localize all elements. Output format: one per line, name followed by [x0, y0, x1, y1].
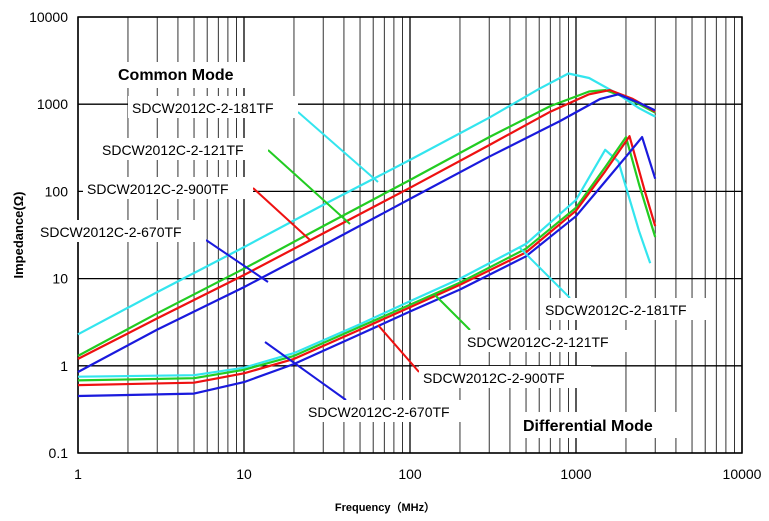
label-bg: [98, 138, 268, 160]
label-bg: [83, 177, 253, 199]
y-tick-label: 10: [52, 271, 68, 287]
label-dm-900tf: SDCW2012C-2-900TF: [423, 370, 565, 386]
y-tick-label: 1000: [37, 96, 68, 112]
common-mode-bg: [112, 62, 254, 88]
series-common-sdcw2012c-2-900tf: [77, 88, 656, 360]
series-differential-sdcw2012c-2-181tf: [77, 148, 652, 378]
y-tick-label: 0.1: [49, 445, 69, 461]
y-tick-label: 100: [45, 183, 69, 199]
leader-line: [377, 324, 420, 373]
y-axis-title: Impedance(Ω): [11, 192, 26, 279]
label-bg: [128, 96, 298, 118]
curve-labels: SDCW2012C-2-181TF SDCW2012C-2-121TF SDCW…: [36, 96, 713, 422]
label-dm-670tf: SDCW2012C-2-670TF: [308, 404, 450, 420]
series-common-sdcw2012c-2-670tf: [77, 93, 656, 373]
label-bg: [419, 366, 591, 388]
label-cm-900tf: SDCW2012C-2-900TF: [87, 181, 229, 197]
label-cm-121tf: SDCW2012C-2-121TF: [102, 142, 244, 158]
label-cm-181tf: SDCW2012C-2-181TF: [132, 100, 274, 116]
y-tick-label: 1: [60, 358, 68, 374]
series-differential-sdcw2012c-2-900tf: [77, 135, 657, 387]
series-common-sdcw2012c-2-121tf: [77, 88, 656, 357]
x-tick-label: 10: [236, 466, 252, 482]
leader-line: [264, 341, 347, 401]
x-tick-label: 1: [74, 466, 82, 482]
common-mode-label: Common Mode: [118, 67, 234, 84]
label-bg: [463, 330, 635, 352]
x-tick-label: 100: [398, 466, 422, 482]
leader-line: [205, 239, 269, 283]
label-leader-lines: [205, 111, 571, 401]
label-bg: [304, 400, 476, 422]
leader-line: [267, 149, 351, 225]
differential-mode-label: Differential Mode: [523, 418, 653, 435]
x-axis-title: Frequency（MHz）: [335, 501, 435, 514]
series-differential-sdcw2012c-2-121tf: [77, 136, 657, 382]
label-bg: [541, 298, 713, 320]
label-bg: [36, 220, 206, 242]
leader-line: [252, 187, 311, 241]
x-tick-label: 1000: [560, 466, 591, 482]
leader-line: [519, 247, 571, 299]
leader-line: [297, 111, 379, 183]
differential-mode-bg: [516, 412, 684, 438]
tick-labels: 1 10 100 1000 10000 0.1 1 10 100 1000 10000: [29, 9, 762, 482]
curves: [77, 72, 657, 398]
label-cm-670tf: SDCW2012C-2-670TF: [40, 224, 182, 240]
label-dm-121tf: SDCW2012C-2-121TF: [467, 334, 609, 350]
y-tick-label: 10000: [29, 9, 68, 25]
x-tick-label: 10000: [723, 466, 762, 482]
series-differential-sdcw2012c-2-670tf: [77, 136, 657, 398]
leader-line: [434, 294, 471, 331]
label-dm-181tf: SDCW2012C-2-181TF: [545, 302, 687, 318]
